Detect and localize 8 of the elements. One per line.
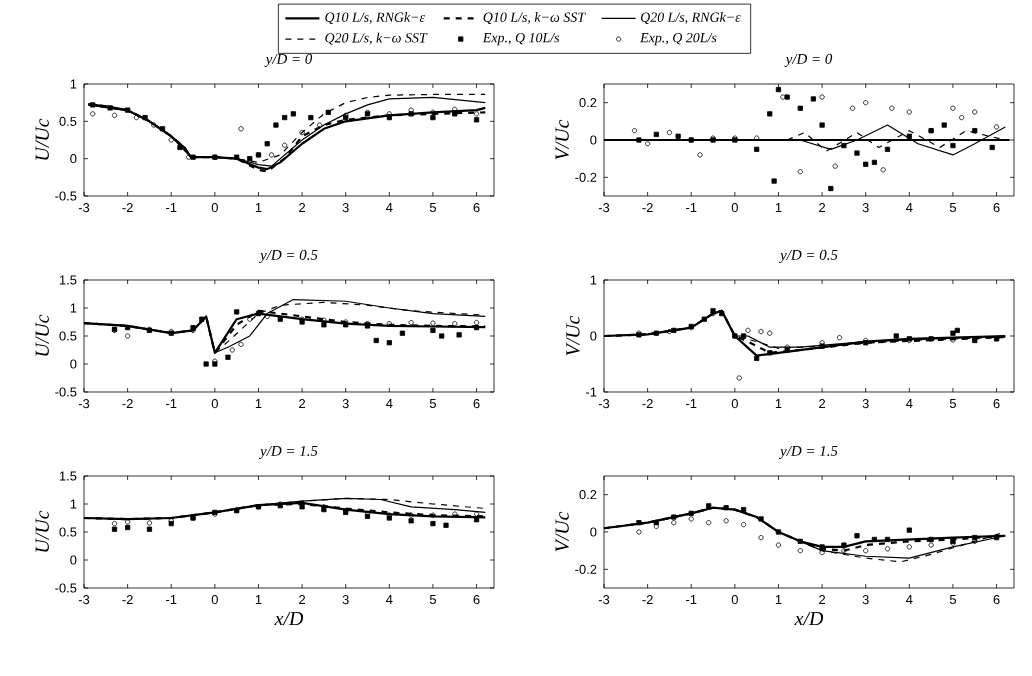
y-axis-title: V/Uc [555, 119, 569, 160]
x-axis-title: x/D [794, 611, 824, 626]
y-axis-title: U/Uc [35, 314, 49, 356]
y-axis-title: V/Uc [566, 315, 580, 356]
y-axis-title: U/Uc [35, 510, 49, 552]
x-axis-title: x/D [274, 611, 304, 626]
y-axis-title: U/Uc [35, 118, 49, 160]
y-axis-title: V/Uc [555, 511, 569, 552]
